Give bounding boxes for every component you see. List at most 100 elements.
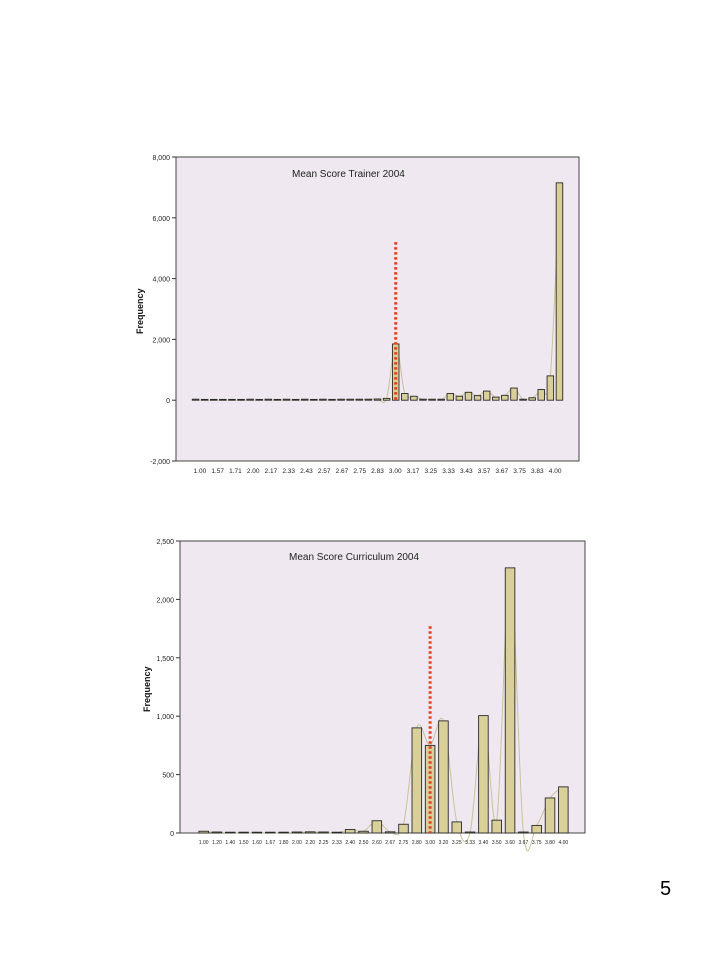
x-tick-label: 2.80 — [412, 840, 422, 846]
bar-3.20 — [419, 398, 427, 401]
x-tick-label: 1.57 — [211, 468, 224, 475]
bar-4.00 — [558, 786, 569, 834]
bar-1.71 — [228, 398, 236, 401]
bar-1.60 — [219, 398, 227, 401]
bar-3.33 — [464, 831, 476, 834]
bar-1.00 — [198, 830, 209, 834]
x-tick-label: 2.17 — [265, 468, 278, 475]
x-tick-label: 3.40 — [479, 840, 489, 846]
bar-2.80 — [411, 727, 423, 834]
y-tick-label: 1,000 — [156, 714, 174, 721]
bar-3.25 — [451, 821, 463, 834]
bar-2.71 — [346, 398, 354, 401]
x-tick-label: 1.50 — [239, 840, 249, 846]
y-tick-label: 1,500 — [156, 656, 174, 663]
x-tick-label: 3.50 — [492, 840, 502, 846]
bar-2.75 — [398, 823, 409, 834]
bar-2.17 — [264, 398, 273, 401]
x-tick-label: 1.80 — [279, 840, 289, 846]
x-tick-label: 3.43 — [460, 468, 473, 475]
bar-2.40 — [344, 829, 356, 834]
bar-2.57 — [319, 398, 327, 401]
bar-3.60 — [492, 396, 500, 401]
bar-3.33 — [446, 393, 455, 401]
bar-3.20 — [438, 720, 449, 834]
bar-2.67 — [384, 831, 396, 834]
bar-3.83 — [537, 389, 545, 401]
bar-2.14 — [255, 398, 263, 401]
chart-curriculum: Mean Score Curriculum 2004 Frequency 2,5… — [142, 539, 586, 852]
x-tick-label: 3.80 — [545, 840, 555, 846]
bar-4.00 — [555, 182, 564, 401]
x-tick-label: 2.50 — [359, 840, 369, 846]
bar-3.57 — [482, 390, 491, 401]
y-ticks: 2,500 2,000 1,500 1,000 500 0 — [156, 539, 180, 838]
bar-2.60 — [328, 398, 336, 401]
x-tick-label: 1.60 — [252, 840, 262, 846]
x-tick-label: 2.00 — [247, 468, 260, 475]
y-tick-label: 500 — [162, 773, 174, 780]
bar-1.80 — [278, 831, 289, 834]
bar-2.33 — [331, 831, 343, 834]
bar-3.50 — [491, 819, 502, 834]
y-axis-label: Frequency — [142, 666, 152, 712]
bar-3.60 — [504, 567, 516, 834]
x-tick-label: 2.75 — [399, 840, 409, 846]
plot-area — [175, 156, 580, 462]
bar-3.80 — [544, 797, 556, 834]
bar-3.67 — [518, 831, 529, 834]
x-tick-label: 2.67 — [385, 840, 395, 846]
x-tick-label: 1.00 — [194, 468, 207, 475]
x-tick-label: 2.40 — [345, 840, 355, 846]
x-tick-label: 4.00 — [549, 468, 562, 475]
y-tick-label: 4,000 — [152, 277, 170, 284]
bar-2.83 — [373, 398, 382, 401]
bar-2.50 — [310, 398, 318, 401]
x-tick-label: 3.67 — [496, 468, 509, 475]
y-tick-label: 6,000 — [152, 216, 170, 223]
y-ticks: 8,000 6,000 4,000 2,000 0 -2,000 — [150, 155, 176, 466]
x-tick-label: 2.00 — [292, 840, 302, 846]
x-tick-label: 2.67 — [336, 468, 349, 475]
bar-2.50 — [358, 830, 369, 834]
y-tick-label: 2,000 — [152, 337, 170, 344]
bar-1.67 — [265, 831, 276, 834]
x-tick-label: 1.71 — [229, 468, 242, 475]
chart-title: Mean Score Curriculum 2004 — [289, 552, 419, 563]
x-ticks: 1.00 1.20 1.40 1.50 1.60 1.67 1.80 2.00 2.20 2.25… — [199, 840, 569, 846]
bar-2.33 — [282, 398, 291, 401]
bar-3.71 — [510, 387, 518, 401]
plot-area — [179, 540, 586, 834]
page-number: 5 — [660, 878, 672, 900]
bar-2.29 — [273, 398, 282, 401]
chart-title: Mean Score Trainer 2004 — [292, 169, 405, 180]
x-tick-label: 4.00 — [558, 840, 568, 846]
x-tick-label: 3.17 — [407, 468, 420, 475]
x-tick-label: 1.40 — [225, 840, 235, 846]
x-tick-label: 3.20 — [439, 840, 449, 846]
bar-2.40 — [291, 398, 300, 401]
bar-3.67 — [501, 394, 509, 401]
x-tick-label: 2.20 — [305, 840, 315, 846]
x-tick-label: 3.60 — [505, 840, 515, 846]
bar-2.25 — [318, 831, 329, 834]
bar-1.57 — [210, 398, 218, 401]
bar-3.40 — [455, 395, 464, 401]
bar-2.86 — [382, 397, 391, 401]
bar-1.60 — [251, 831, 263, 834]
x-tick-label: 2.33 — [282, 468, 295, 475]
bar-2.00 — [246, 398, 254, 401]
x-tick-label: 3.00 — [425, 840, 435, 846]
x-tick-label: 2.60 — [372, 840, 382, 846]
x-tick-label: 3.33 — [442, 468, 455, 475]
bar-3.40 — [478, 715, 489, 834]
bar-3.50 — [473, 395, 482, 401]
x-tick-label: 3.25 — [452, 840, 462, 846]
bar-1.83 — [237, 398, 245, 401]
bar-3.14 — [401, 393, 409, 401]
bar-3.75 — [519, 398, 527, 401]
y-tick-label: 8,000 — [152, 155, 170, 162]
bar-2.43 — [300, 398, 309, 401]
bar-3.25 — [428, 398, 436, 401]
